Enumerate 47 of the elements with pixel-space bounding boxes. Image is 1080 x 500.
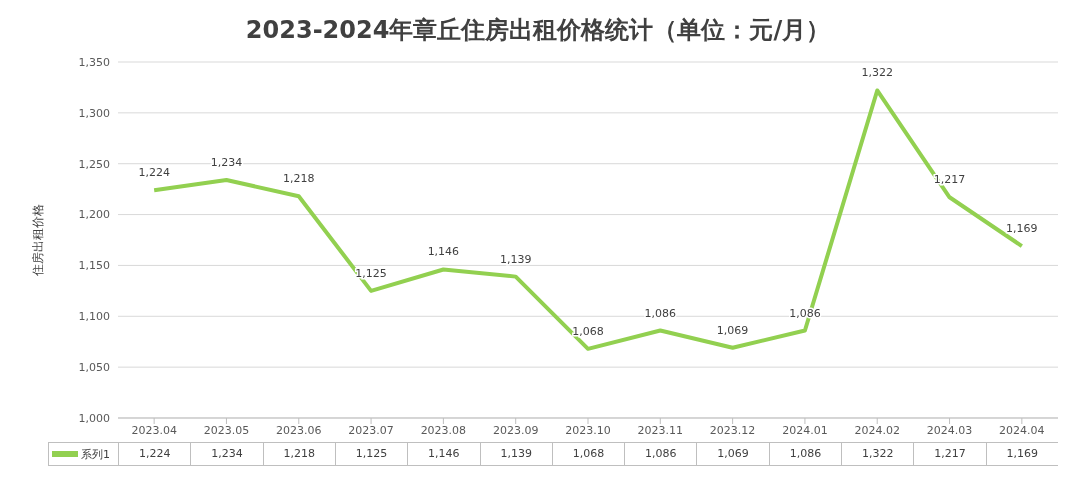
- data-label: 1,224: [118, 443, 191, 465]
- text: 1,322: [861, 66, 893, 80]
- text: 1,169: [1006, 222, 1038, 236]
- data-label: 1,125: [334, 443, 408, 465]
- y-tick-label: 1,050: [78, 361, 110, 375]
- x-tick-label: 2023.10: [565, 423, 611, 437]
- text: 1,068: [572, 324, 604, 338]
- x-tick-label: 2023.11: [637, 423, 684, 437]
- x-tick-label: 2023.05: [203, 423, 250, 437]
- text: 1,234: [210, 155, 243, 169]
- x-tick-label: 2023.07: [348, 423, 394, 437]
- data-label: 1,139: [479, 443, 552, 465]
- text: 1,086: [644, 306, 677, 320]
- data-label: 1,086: [768, 443, 842, 465]
- text: 1,218: [283, 172, 315, 186]
- data-label: 1,234: [190, 443, 263, 465]
- data-label: 1,169: [985, 443, 1058, 465]
- text: 1,139: [499, 252, 532, 266]
- y-tick-label: 1,150: [78, 259, 110, 273]
- y-tick-label: 1,350: [78, 55, 110, 69]
- x-tick-label: 2024.04: [999, 423, 1045, 437]
- x-tick-label: 2024.03: [926, 423, 973, 437]
- data-label: 1,068: [551, 443, 625, 465]
- data-label: 1,322: [841, 443, 914, 465]
- y-tick-label: 1,200: [78, 208, 110, 222]
- y-tick-label: 1,300: [78, 106, 110, 120]
- data-label: 1,217: [913, 443, 986, 465]
- x-tick-label: 2024.01: [782, 423, 828, 437]
- data-label: 1,218: [262, 443, 335, 465]
- text: 1,224: [138, 166, 170, 180]
- text: 1,146: [427, 245, 460, 259]
- x-tick-label: 2023.12: [709, 423, 756, 437]
- x-tick-label: 2024.02: [854, 423, 900, 437]
- y-tick-label: 1,250: [78, 157, 110, 171]
- data-label: 1,146: [407, 443, 480, 465]
- chart-title: 2023-2024年章丘住房出租价格统计（单位：元/月）: [244, 15, 832, 46]
- data-label: 1,069: [696, 443, 769, 465]
- legend-label: 系列1: [81, 446, 110, 462]
- data-label: 1,086: [624, 443, 697, 465]
- x-tick-label: 2023.04: [131, 423, 177, 437]
- y-tick-label: 1,000: [78, 411, 110, 425]
- text: 1,069: [716, 323, 749, 337]
- y-axis-title: 住房出租价格: [31, 204, 46, 277]
- x-tick-label: 2023.09: [492, 423, 539, 437]
- x-tick-label: 2023.06: [276, 423, 322, 437]
- x-tick-label: 2023.08: [420, 423, 467, 437]
- y-tick-label: 1,100: [78, 310, 110, 324]
